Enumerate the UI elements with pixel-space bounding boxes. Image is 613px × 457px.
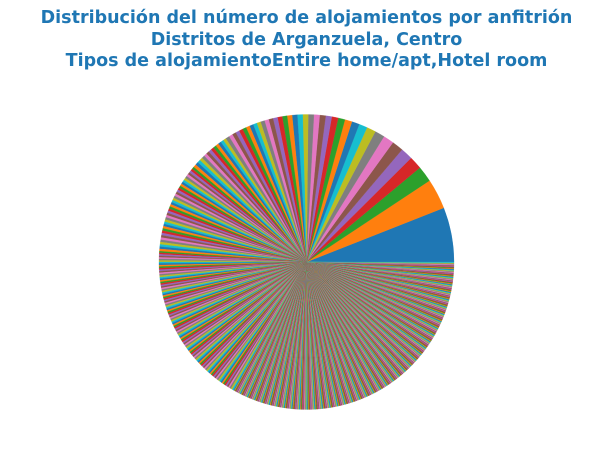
pie-slices [159,115,454,410]
